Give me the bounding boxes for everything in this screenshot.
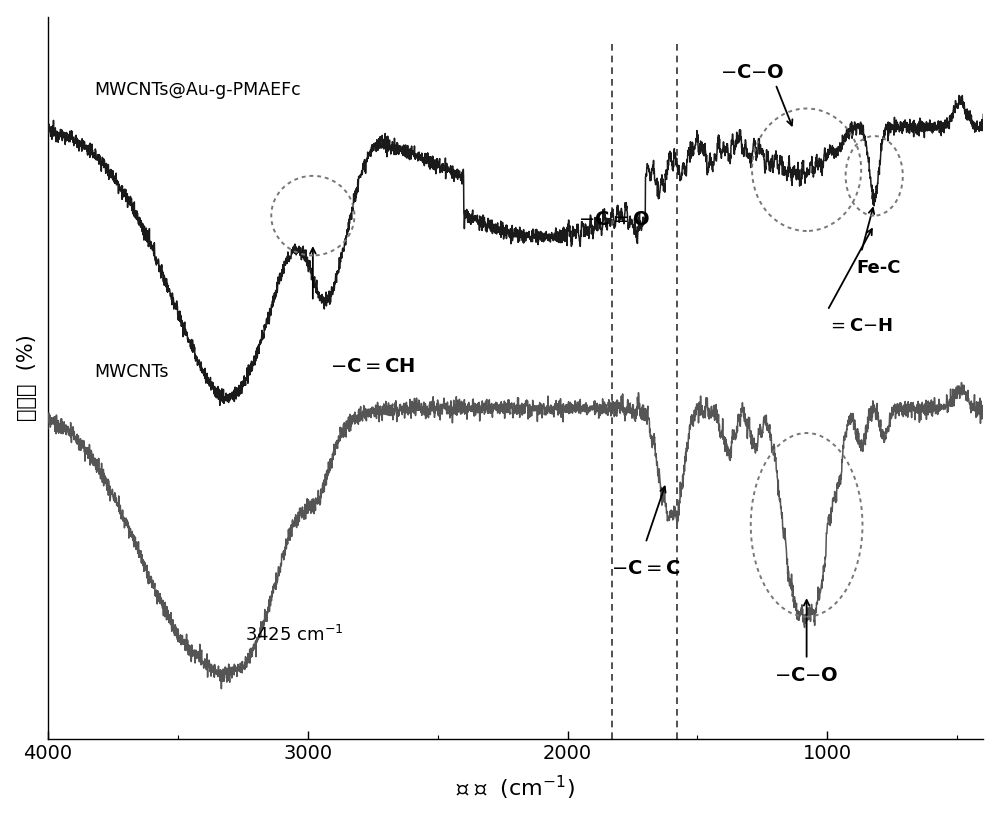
- Text: MWCNTs: MWCNTs: [95, 363, 169, 381]
- Text: MWCNTs@Au-g-PMAEFc: MWCNTs@Au-g-PMAEFc: [95, 81, 301, 99]
- Text: Fe-C: Fe-C: [856, 259, 900, 277]
- Text: $-$C$=$CH: $-$C$=$CH: [330, 357, 415, 376]
- Text: $=$C$-$H: $=$C$-$H: [827, 317, 893, 335]
- Text: $-$C$-$O: $-$C$-$O: [720, 63, 784, 82]
- X-axis label: 波 数  (cm$^{-1}$): 波 数 (cm$^{-1}$): [456, 774, 575, 803]
- Text: $-$C$-$O: $-$C$-$O: [774, 666, 839, 685]
- Y-axis label: 透光率  (%): 透光率 (%): [17, 334, 37, 421]
- Text: $-$C$=$C: $-$C$=$C: [611, 559, 680, 577]
- Text: 3425 cm$^{-1}$: 3425 cm$^{-1}$: [245, 625, 344, 645]
- Text: $-$C$=$O: $-$C$=$O: [578, 210, 650, 229]
